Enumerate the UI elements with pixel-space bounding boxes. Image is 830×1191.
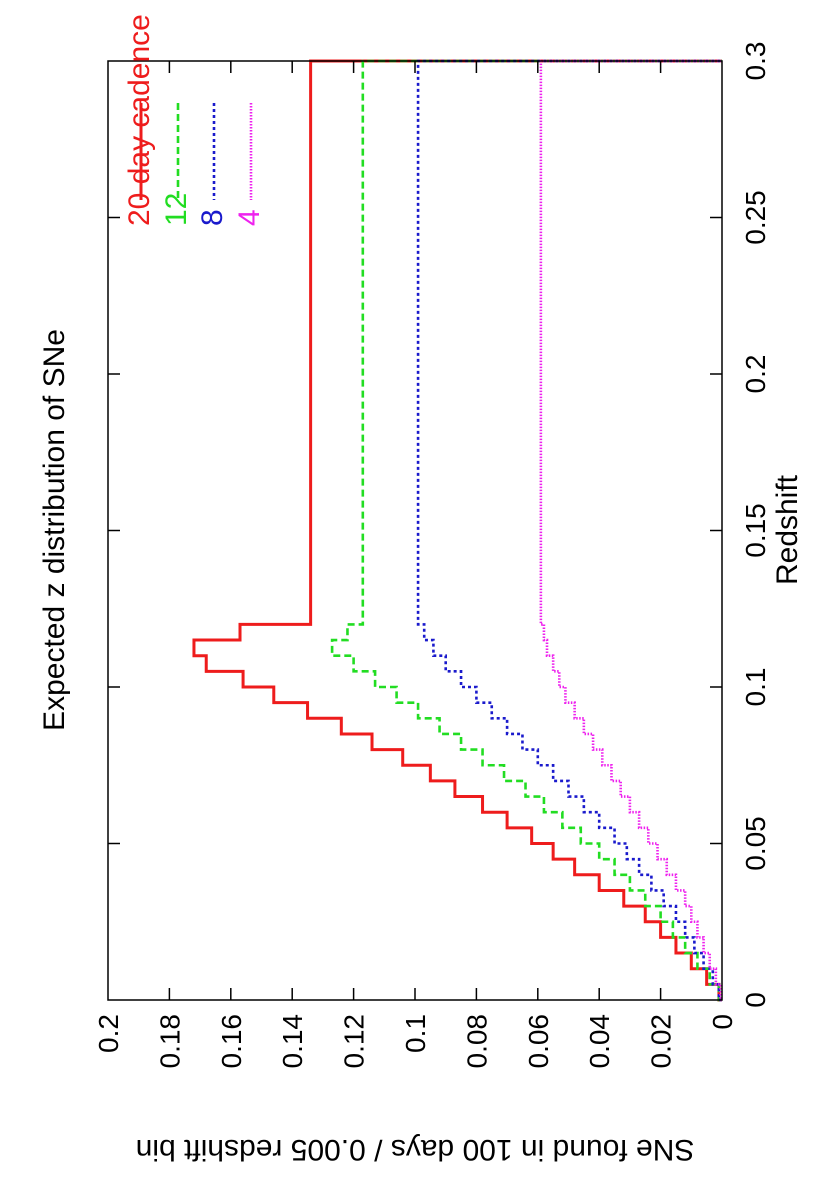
x-axis-label: Redshift (771, 474, 804, 585)
y-tick-label: 0.14 (277, 1014, 308, 1069)
chart-title: Expected z distribution of SNe (38, 329, 71, 731)
x-tick-label: 0.15 (740, 503, 771, 558)
series-line-1 (192, 59, 722, 1002)
y-tick-label: 0 (707, 1014, 738, 1030)
legend-label-3: 8 (196, 209, 229, 226)
x-tick-label: 0.05 (740, 816, 771, 871)
legend-label-4: 4 (233, 209, 266, 226)
legend: 20 day cadence 12 8 4 (123, 14, 266, 226)
legend-label-1: 20 day cadence (123, 14, 156, 226)
axis-layer: 0 0.05 0.1 0.15 0.2 0.25 0.3 0 0.02 0.04 0.06 0.08 0… (93, 42, 771, 1069)
y-tick-label: 0.16 (216, 1014, 247, 1069)
y-axis-label: SNe found in 100 days / 0.005 redshift b… (136, 1133, 695, 1166)
y-tick-label: 0.04 (584, 1014, 615, 1069)
y-tick-label: 0.1 (400, 1014, 431, 1053)
x-tick-label: 0 (740, 992, 771, 1008)
y-tick-label: 0.12 (339, 1014, 370, 1069)
y-tick-label: 0.06 (523, 1014, 554, 1069)
legend-label-2: 12 (160, 193, 193, 226)
x-tick-label: 0.2 (740, 355, 771, 394)
series-line-2 (330, 59, 722, 1002)
y-tick-label: 0.08 (461, 1014, 492, 1069)
x-tick-label: 0.1 (740, 668, 771, 707)
series-layer (192, 59, 722, 1002)
x-tick-label: 0.3 (740, 42, 771, 81)
y-tick-label: 0.2 (93, 1014, 124, 1053)
series-line-4 (539, 59, 722, 1002)
y-tick-label: 0.18 (154, 1014, 185, 1069)
y-tick-label: 0.02 (646, 1014, 677, 1069)
x-tick-label: 0.25 (740, 190, 771, 245)
